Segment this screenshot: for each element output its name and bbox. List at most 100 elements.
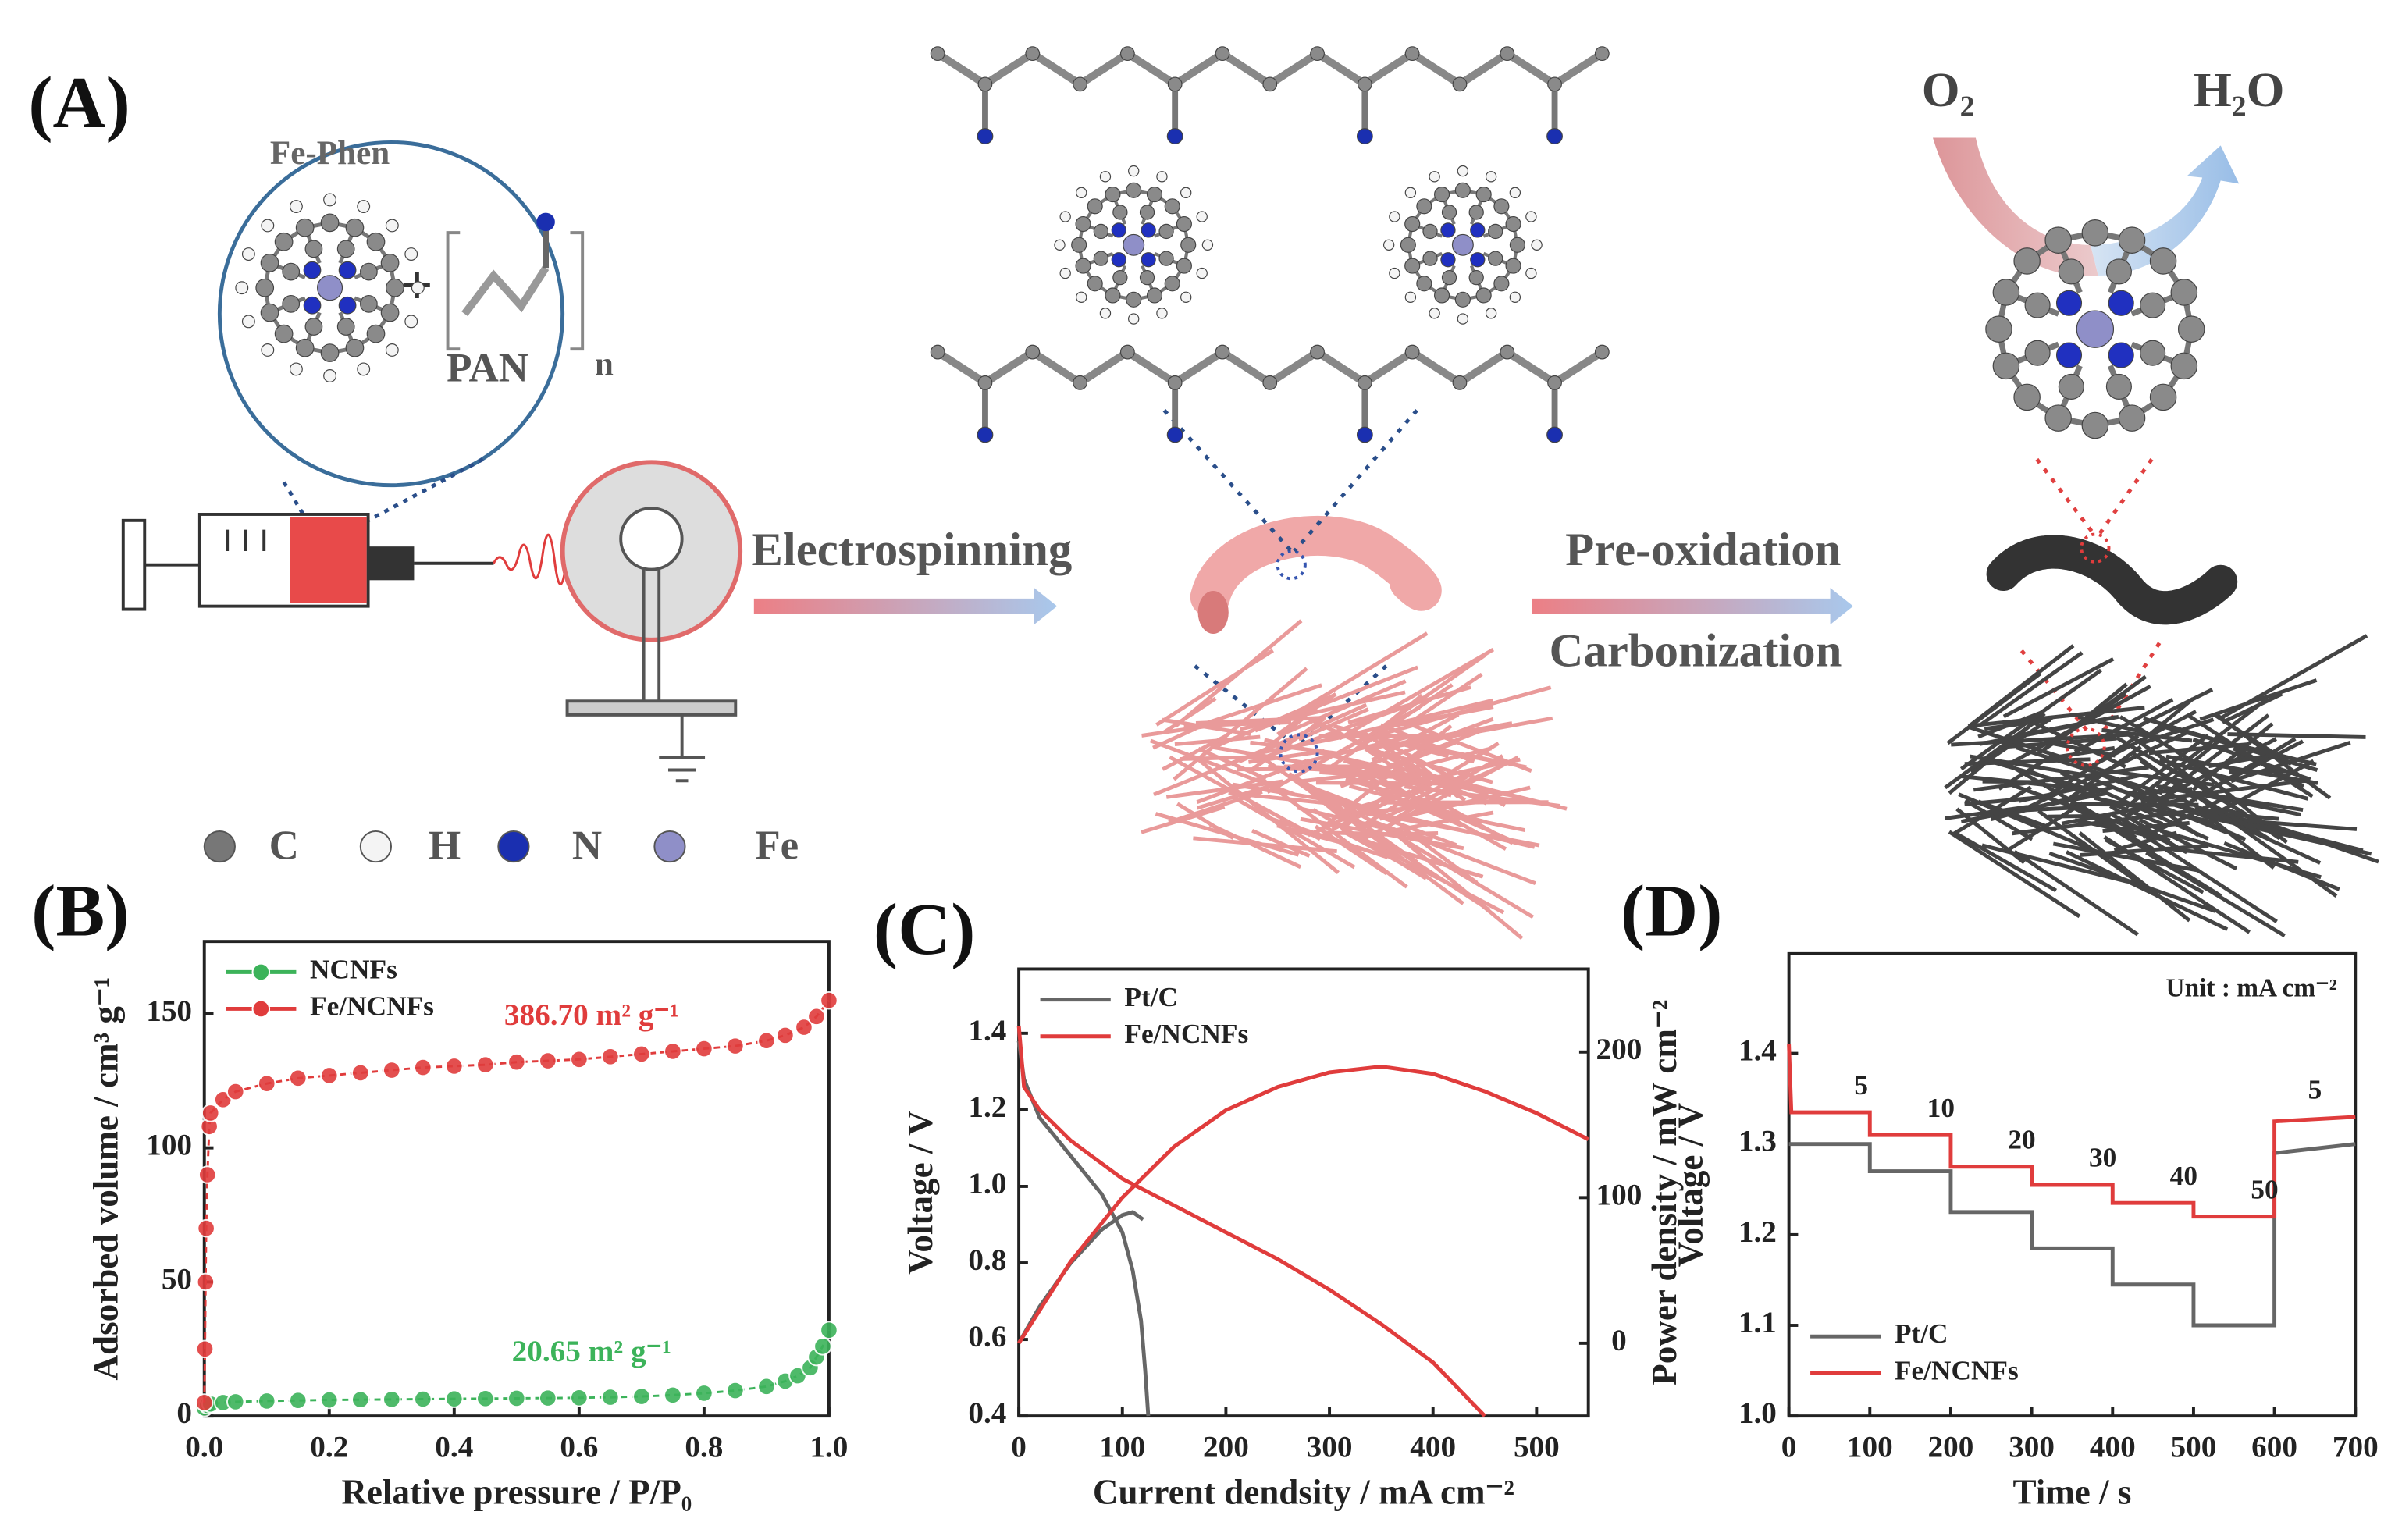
data-point: [570, 1389, 589, 1407]
legend-label: N: [572, 823, 602, 869]
atom: [303, 261, 322, 279]
fiber-strand: [2044, 740, 2116, 758]
atom: [1059, 211, 1071, 222]
series-line: [1016, 1025, 1486, 1417]
atom: [2024, 292, 2051, 318]
atom: [380, 253, 400, 272]
fiber-strand: [1406, 753, 1460, 799]
syringe-solution: [290, 517, 367, 603]
fiber-strand: [1945, 805, 2029, 820]
fiber-strand: [2116, 788, 2276, 834]
collector-hub: [619, 507, 684, 571]
atom: [295, 218, 315, 237]
atom: [1992, 352, 2020, 380]
zoom-mark: [2066, 727, 2106, 767]
plot-frame: [1787, 951, 2358, 1418]
data-point: [195, 1339, 215, 1359]
atom: [1139, 270, 1155, 286]
atom: [404, 247, 418, 261]
carbon-fiber: [1986, 535, 2238, 625]
fiber-strand: [2223, 806, 2379, 864]
atom: [2081, 219, 2109, 247]
bracket: [446, 231, 585, 351]
atom: [1105, 187, 1121, 203]
atom: [1454, 182, 1471, 198]
legend-atom: [653, 830, 686, 863]
y-tick-label: 0.6: [968, 1320, 1006, 1353]
atom: [1468, 205, 1484, 220]
atom: [235, 281, 249, 295]
fiber-strand: [2052, 841, 2200, 873]
fiber-strand: [1964, 757, 2091, 766]
syringe-tip: [368, 546, 415, 581]
fiber-strand: [1277, 631, 1429, 726]
fiber-strand: [2158, 758, 2309, 801]
atom: [1485, 171, 1497, 183]
x-tick-label: 0.4: [435, 1430, 473, 1464]
atom: [2140, 340, 2166, 366]
data-point: [664, 1042, 682, 1061]
atom: [2024, 340, 2051, 366]
fiber-strand: [1300, 816, 1464, 851]
atom: [1509, 187, 1521, 198]
atom: [2177, 315, 2205, 343]
atom: [1071, 237, 1087, 253]
atom: [1176, 215, 1192, 233]
atom: [357, 200, 371, 213]
plot-frame: [1017, 967, 1590, 1418]
x-tick-label: 0.0: [185, 1430, 223, 1464]
atom: [1087, 198, 1103, 215]
panel-label: (A): [28, 62, 130, 144]
atom: [977, 128, 994, 144]
atom: [1262, 76, 1278, 92]
atom: [1422, 251, 1438, 266]
fiber-strand: [1944, 715, 2043, 790]
fiber-strand: [1365, 774, 1516, 845]
x-tick-label: 300: [1307, 1430, 1353, 1464]
fiber-strand: [1955, 831, 2058, 893]
atom: [1500, 46, 1515, 62]
molecule-label: Fe-Phen: [270, 135, 390, 172]
fiber-strand: [2076, 674, 2148, 728]
atom: [1126, 291, 1142, 308]
atom: [380, 303, 400, 322]
atom: [1111, 252, 1126, 268]
fiber-strand: [1354, 740, 1488, 806]
series-line: [1016, 1210, 1144, 1345]
fiber-strand: [2002, 657, 2115, 719]
fiber-strand: [2116, 735, 2247, 816]
atom: [1457, 165, 1469, 177]
fiber-strand: [1353, 835, 1484, 879]
fiber-strand: [1208, 823, 1302, 870]
fiber-strand: [1981, 843, 2128, 884]
atom: [1128, 165, 1140, 177]
legend-atom: [359, 830, 392, 863]
atom: [1167, 76, 1183, 92]
atom: [323, 369, 336, 382]
fiber-strand: [1309, 785, 1419, 864]
data-point: [414, 1058, 432, 1077]
y-axis-label: Voltage / V: [901, 1110, 940, 1275]
fiber-strand: [1379, 765, 1500, 821]
fiber-strand: [2136, 688, 2214, 729]
x-tick-label: 0: [1781, 1430, 1797, 1464]
atom: [1429, 308, 1440, 319]
atom: [1389, 267, 1400, 279]
fiber-strand: [1973, 765, 2149, 792]
step-label: 40: [2170, 1161, 2197, 1191]
y-axis-label: Voltage / V: [1671, 1102, 1710, 1267]
step-label: 5: [2308, 1075, 2322, 1105]
x-tick-label: 1.0: [810, 1430, 848, 1464]
data-point: [570, 1050, 589, 1069]
fiber-strand: [2191, 722, 2274, 792]
atom: [1404, 291, 1417, 303]
atom: [977, 426, 994, 443]
step-label: Electrospinning: [751, 524, 1072, 576]
atom: [1404, 187, 1417, 198]
fiber-strand: [2232, 746, 2305, 788]
data-point: [632, 1387, 651, 1406]
atom: [1416, 198, 1432, 215]
atom: [2044, 404, 2072, 432]
atom: [1180, 237, 1197, 253]
atom: [289, 200, 303, 213]
